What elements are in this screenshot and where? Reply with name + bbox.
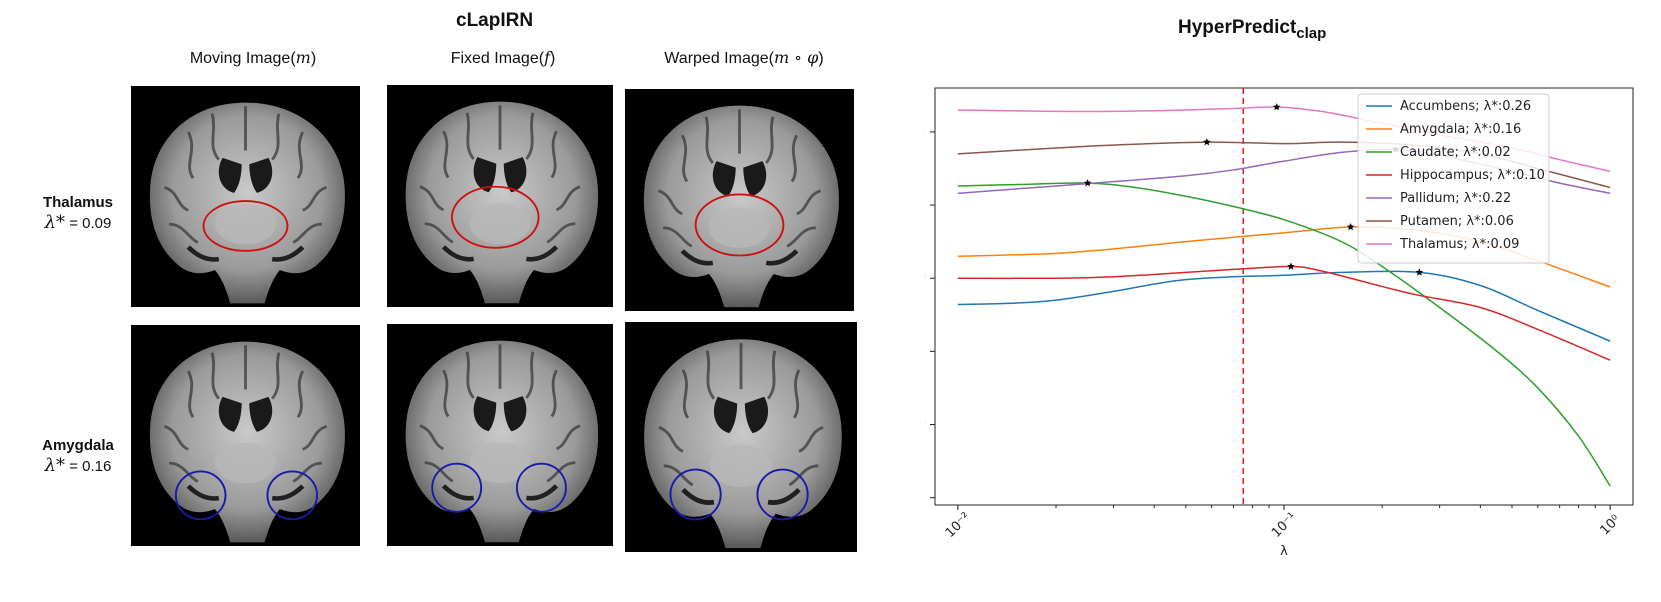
brain-image-amygdala-fixed (387, 324, 613, 546)
x-axis-label: λ (1280, 544, 1288, 559)
column-label-close: ) (310, 50, 317, 67)
row-label-lambda-value: = 0.16 (69, 458, 112, 475)
x-tick-label: 10⁰ (1598, 512, 1624, 538)
amygdala-region-marker-right (516, 462, 567, 513)
brain-image-thalamus-fixed (387, 85, 613, 307)
column-label-moving: Moving Image(m) (123, 48, 383, 68)
amygdala-region-marker-right (756, 468, 809, 521)
optimum-star-marker (1415, 268, 1424, 276)
dice-line-chart: Dice Coefficient0.650.700.750.800.850.90… (925, 87, 1634, 559)
legend-entry: Pallidum; λ*:0.22 (1400, 191, 1511, 206)
y-tick-label: 0.80 (925, 271, 926, 286)
legend-box (1357, 93, 1550, 264)
column-label-symbol: m ∘ φ (773, 48, 819, 67)
column-label-close: ) (818, 50, 824, 67)
left-figure-title: cLapIRN (456, 10, 534, 31)
column-label-close: ) (549, 50, 556, 67)
row-label-amygdala: Amygdala λ* = 0.16 (18, 436, 138, 477)
legend-entry: Accumbens; λ*:0.26 (1400, 99, 1531, 114)
column-label-text: Moving Image( (189, 50, 296, 67)
row-label-name: Amygdala (42, 437, 114, 454)
optimum-star-marker (1203, 138, 1211, 146)
legend-entry: Caudate; λ*:0.02 (1400, 145, 1511, 160)
brain-image-amygdala-warped (625, 322, 857, 552)
series-line (957, 265, 1611, 361)
y-tick-label: 0.85 (925, 198, 926, 213)
column-label-text: Fixed Image( (450, 50, 545, 67)
chart-title: HyperPredictclap (1178, 17, 1326, 42)
series-line (957, 270, 1611, 342)
thalamus-region-marker (694, 193, 785, 257)
optimum-star-marker (1346, 223, 1355, 231)
column-label-text: Warped Image( (664, 50, 774, 67)
legend-entry: Putamen; λ*:0.06 (1400, 214, 1514, 229)
column-label-warped: Warped Image(m ∘ φ) (614, 48, 874, 68)
x-tick-label: 10⁻¹ (1269, 510, 1300, 541)
brain-image-amygdala-moving (131, 325, 360, 546)
amygdala-region-marker-left (669, 468, 722, 521)
x-tick-label: 10⁻² (943, 510, 974, 541)
column-label-symbol: m (295, 48, 311, 67)
thalamus-region-marker (202, 200, 289, 252)
y-tick-label: 0.65 (925, 491, 926, 506)
amygdala-region-marker-right (266, 470, 319, 521)
y-tick-label: 0.90 (925, 125, 926, 140)
chart-title-text: HyperPredict (1178, 17, 1297, 38)
row-label-name: Thalamus (42, 194, 114, 211)
legend-entry: Hippocampus; λ*:0.10 (1400, 168, 1545, 183)
column-label-symbol: f (544, 48, 550, 67)
brain-image-thalamus-warped (625, 89, 854, 311)
row-label-lambda-value: = 0.09 (69, 215, 112, 232)
optimum-star-marker (1287, 262, 1295, 270)
y-tick-label: 0.75 (925, 344, 926, 359)
row-label-lambda-symbol: λ* (44, 455, 66, 476)
y-tick-label: 0.70 (925, 418, 926, 433)
amygdala-region-marker-left (174, 470, 227, 521)
row-label-thalamus: Thalamus λ* = 0.09 (18, 193, 138, 234)
brain-image-thalamus-moving (131, 86, 360, 307)
legend-entry: Thalamus; λ*:0.09 (1399, 237, 1519, 252)
amygdala-region-marker-left (431, 462, 483, 513)
chart-title-subscript: clap (1296, 24, 1327, 42)
optimum-star-marker (1083, 179, 1092, 187)
thalamus-region-marker (451, 185, 540, 249)
legend-entry: Amygdala; λ*:0.16 (1400, 122, 1521, 137)
optimum-star-marker (1272, 103, 1281, 111)
row-label-lambda-symbol: λ* (44, 212, 66, 233)
column-label-fixed: Fixed Image(f) (373, 48, 633, 68)
